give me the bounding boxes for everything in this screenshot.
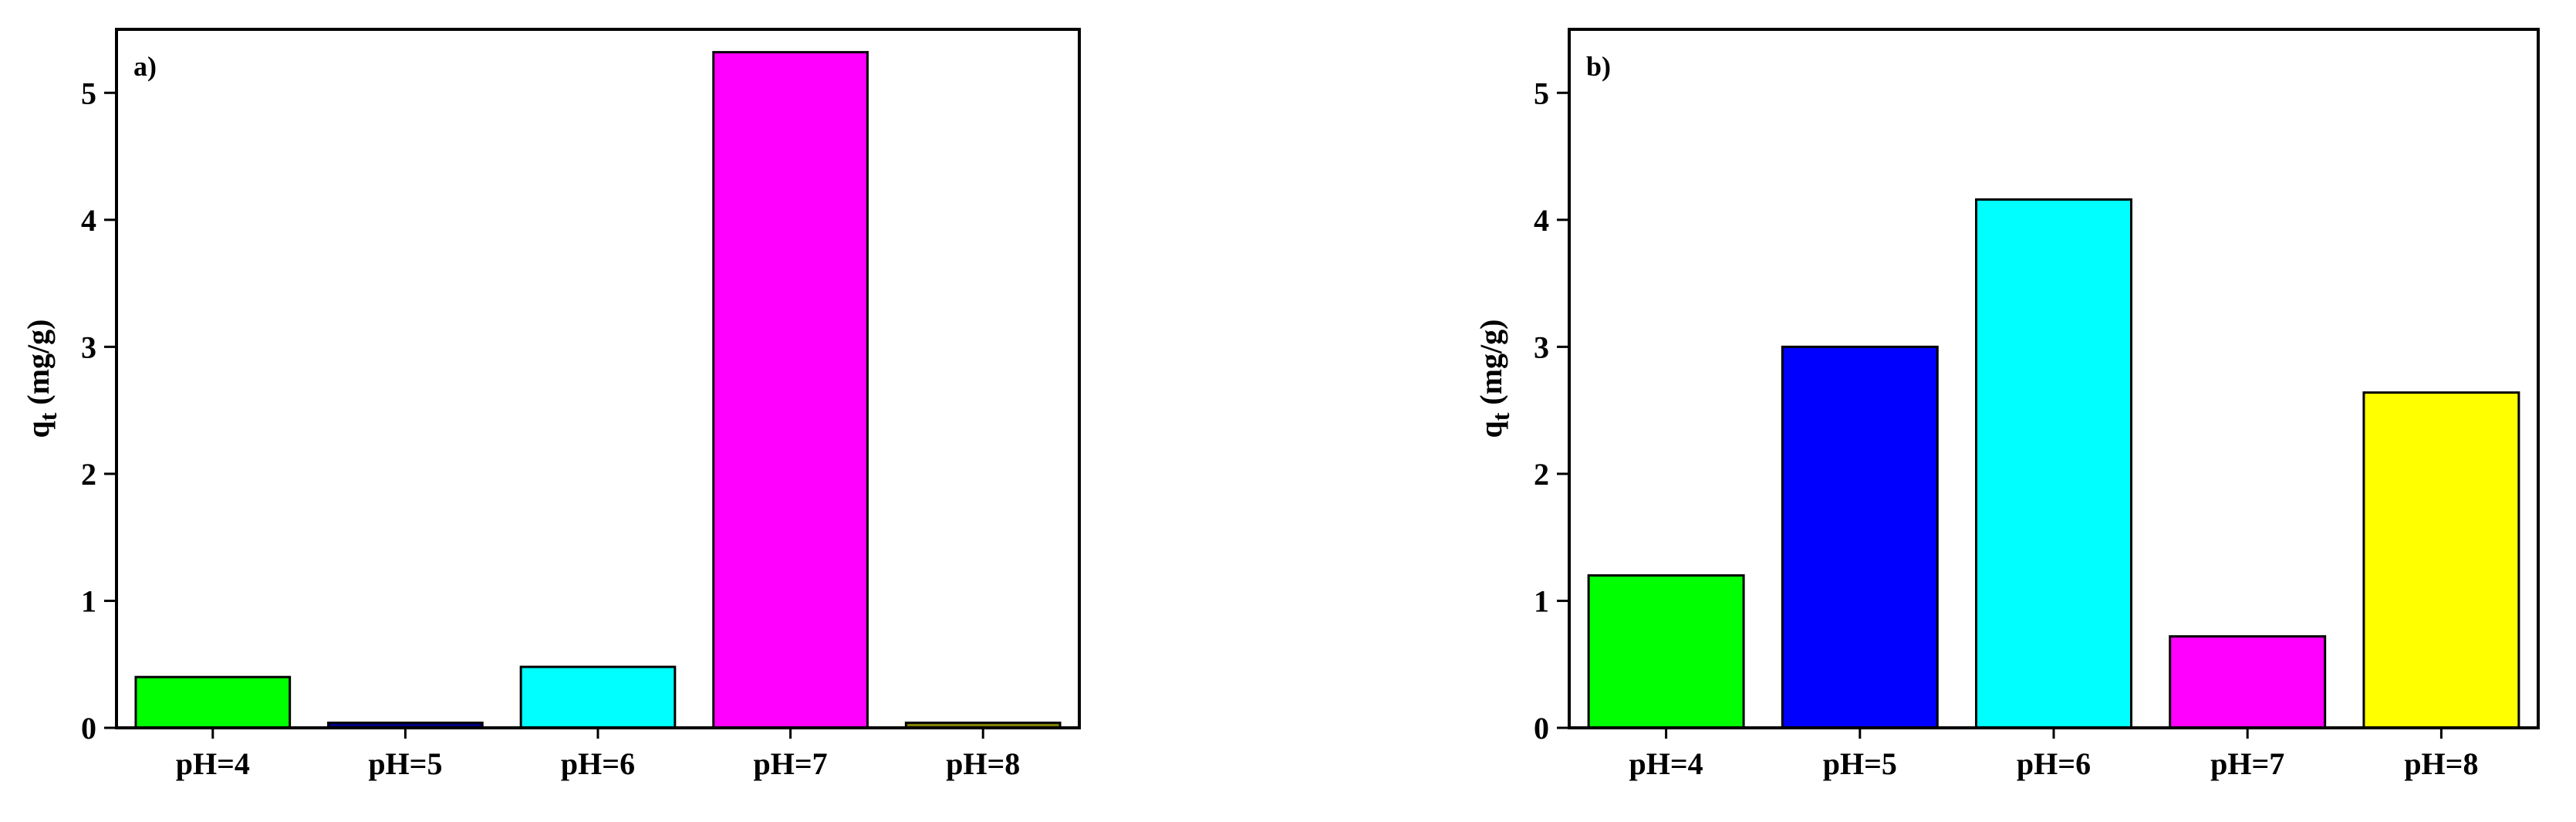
bar	[1587, 574, 1745, 729]
plot-frame	[1568, 28, 2540, 729]
x-tick-label: pH=8	[946, 746, 1020, 781]
x-tick-label: pH=7	[2210, 746, 2284, 781]
bar	[2169, 635, 2327, 729]
x-tick-label: pH=5	[1823, 746, 1897, 781]
x-tick-label: pH=6	[2017, 746, 2091, 781]
bar	[712, 51, 869, 729]
chart: pH=4 pH=5 pH=6 pH=7 pH=8 0 1 2 3 4 5 a) qt (mg/g)	[21, 28, 1081, 781]
y-tick-label: 4	[81, 203, 96, 238]
y-tick-label: 0	[1534, 711, 1549, 746]
chart: pH=4 pH=5 pH=6 pH=7 pH=8 0 1 2 3 4 5 b) qt (mg/g)	[1474, 28, 2540, 781]
y-axis-label-main: q	[21, 421, 56, 438]
bar	[2362, 391, 2520, 729]
plot-frame	[115, 28, 1081, 729]
y-tick-label: 5	[81, 76, 96, 110]
x-tick-label: pH=8	[2404, 746, 2478, 781]
y-axis-label-sub: t	[1487, 412, 1514, 421]
panel-label: b)	[1586, 51, 1611, 82]
y-tick-label: 3	[1534, 330, 1549, 364]
y-axis-label: qt (mg/g)	[1474, 320, 1514, 438]
x-tick-label: pH=4	[176, 746, 250, 781]
y-tick-label: 4	[1534, 203, 1549, 238]
y-tick-label: 2	[81, 457, 96, 492]
bar	[1975, 198, 2132, 729]
y-tick-label: 2	[1534, 457, 1549, 492]
y-axis-label-sub: t	[34, 412, 62, 421]
panel-label: a)	[133, 51, 157, 82]
bar	[1781, 345, 1939, 729]
x-tick-label: pH=7	[754, 746, 828, 781]
y-tick-label: 0	[81, 711, 96, 746]
y-axis-label: qt (mg/g)	[21, 320, 62, 438]
y-axis-label-main: q	[1474, 421, 1508, 438]
x-tick-label: pH=6	[561, 746, 635, 781]
y-tick-label: 1	[81, 584, 96, 618]
bar	[519, 665, 677, 729]
bar	[134, 675, 292, 729]
y-tick-label: 5	[1534, 76, 1549, 110]
y-axis-label-unit: (mg/g)	[1474, 320, 1508, 405]
x-tick-label: pH=5	[368, 746, 442, 781]
y-tick-label: 3	[81, 330, 96, 364]
y-axis-label-unit: (mg/g)	[21, 320, 56, 405]
y-tick-label: 1	[1534, 584, 1549, 618]
x-tick-label: pH=4	[1629, 746, 1703, 781]
